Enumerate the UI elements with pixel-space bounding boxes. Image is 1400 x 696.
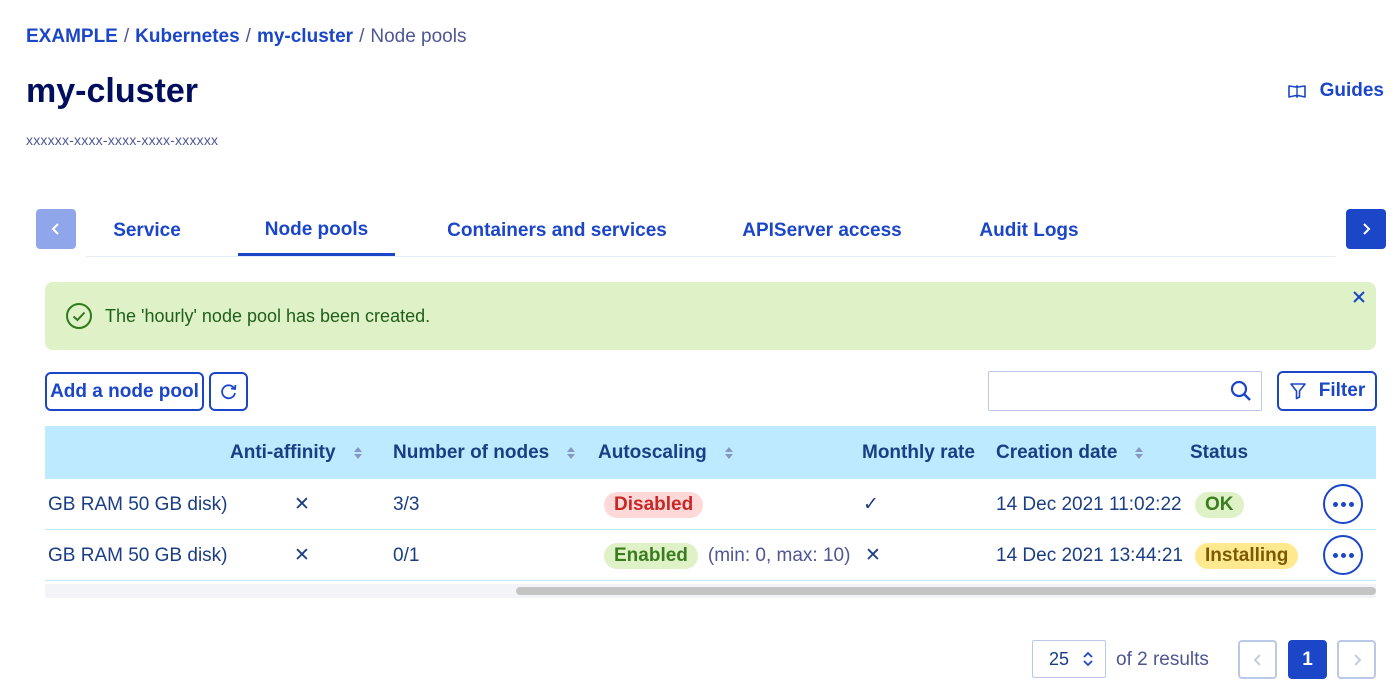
search-input[interactable] — [997, 372, 1217, 408]
table-header: Anti-affinity Number of nodes Autoscalin… — [45, 426, 1376, 479]
column-header-creation-date[interactable]: Creation date — [996, 426, 1144, 479]
column-header-autoscaling[interactable]: Autoscaling — [598, 426, 733, 479]
breadcrumb-separator: / — [359, 26, 365, 47]
cell-flavor: GB RAM 50 GB disk) — [48, 544, 228, 566]
cell-status: Installing — [1195, 530, 1299, 581]
chevron-left-icon — [51, 223, 59, 235]
column-header-status: Status — [1190, 426, 1248, 479]
scrollbar-thumb[interactable] — [516, 587, 1376, 595]
results-count: of 2 results — [1116, 649, 1209, 670]
cell-anti-affinity: ✕ — [294, 545, 310, 566]
success-alert: The 'hourly' node pool has been created. — [45, 282, 1376, 350]
autoscaling-badge: Enabled — [604, 542, 698, 569]
close-icon[interactable] — [1350, 288, 1368, 306]
cell-monthly-rate: ✕ — [865, 545, 881, 566]
cell-autoscaling: Enabled (min: 0, max: 10) — [604, 530, 850, 581]
guides-link[interactable]: Guides — [1287, 80, 1384, 102]
chevron-left-icon — [1253, 653, 1261, 666]
column-header-label: Number of nodes — [393, 441, 550, 463]
chevron-right-icon — [1363, 223, 1371, 235]
tab-containers-and-services[interactable]: Containers and services — [447, 220, 667, 241]
tabs-scroll-left-button[interactable] — [36, 209, 76, 249]
tab-apiserver-access[interactable]: APIServer access — [742, 220, 902, 241]
node-pools-table: Anti-affinity Number of nodes Autoscalin… — [45, 426, 1376, 600]
chevron-right-icon — [1353, 653, 1361, 666]
add-node-pool-button[interactable]: Add a node pool — [45, 372, 204, 411]
refresh-button[interactable] — [209, 372, 248, 411]
row-actions-button[interactable] — [1323, 484, 1363, 524]
refresh-icon — [220, 383, 236, 399]
tab-service[interactable]: Service — [113, 220, 181, 241]
page-size-value: 25 — [1049, 648, 1070, 669]
column-header-monthly-rate: Monthly rate — [862, 426, 975, 479]
cluster-id: xxxxxx-xxxx-xxxx-xxxx-xxxxxx — [26, 132, 219, 148]
book-icon — [1287, 85, 1306, 98]
cell-flavor: GB RAM 50 GB disk) — [48, 493, 228, 515]
next-page-button[interactable] — [1337, 640, 1376, 679]
sort-icon — [724, 446, 733, 459]
sort-icon — [353, 446, 362, 459]
filter-button[interactable]: Filter — [1277, 371, 1377, 411]
page-button-current[interactable]: 1 — [1288, 640, 1327, 679]
search-box — [988, 371, 1262, 411]
page-title: my-cluster — [26, 72, 198, 110]
table-row: GB RAM 50 GB disk) ✕ 3/3 Disabled ✓ 14 D… — [45, 479, 1376, 530]
breadcrumb-current: Node pools — [370, 26, 467, 47]
filter-icon — [1289, 383, 1306, 400]
breadcrumb-link-cluster[interactable]: my-cluster — [256, 26, 354, 47]
cell-status: OK — [1195, 479, 1244, 530]
filter-label: Filter — [1318, 380, 1366, 401]
autoscaling-range: (min: 0, max: 10) — [707, 544, 851, 566]
sort-icon — [1135, 446, 1144, 459]
more-icon — [1332, 552, 1338, 558]
breadcrumb-link-kubernetes[interactable]: Kubernetes — [135, 26, 240, 47]
row-actions-button[interactable] — [1323, 535, 1363, 575]
table-row: GB RAM 50 GB disk) ✕ 0/1 Enabled (min: 0… — [45, 530, 1376, 581]
tab-node-pools[interactable]: Node pools — [238, 206, 395, 256]
cell-autoscaling: Disabled — [604, 479, 704, 530]
column-header-number-of-nodes[interactable]: Number of nodes — [393, 426, 576, 479]
breadcrumb-separator: / — [245, 26, 251, 47]
alert-message: The 'hourly' node pool has been created. — [105, 305, 431, 326]
search-icon[interactable] — [1229, 379, 1253, 403]
guides-label: Guides — [1319, 80, 1384, 101]
check-circle-icon — [66, 303, 92, 329]
cell-nodes: 0/1 — [393, 544, 420, 566]
more-icon — [1332, 501, 1338, 507]
breadcrumb-separator: / — [123, 26, 130, 47]
column-header-label: Status — [1190, 441, 1249, 463]
tab-audit-logs[interactable]: Audit Logs — [979, 220, 1079, 241]
sort-icon — [567, 446, 576, 459]
column-header-label: Autoscaling — [598, 441, 707, 463]
column-header-label: Anti-affinity — [230, 441, 336, 463]
page-size-select[interactable]: 25 — [1032, 640, 1106, 678]
column-header-label: Creation date — [996, 441, 1118, 463]
cell-nodes: 3/3 — [393, 493, 420, 515]
tabs-scroll-right-button[interactable] — [1346, 209, 1386, 249]
cell-anti-affinity: ✕ — [294, 494, 310, 515]
cell-creation-date: 14 Dec 2021 13:44:21 — [996, 544, 1183, 566]
autoscaling-badge: Disabled — [604, 491, 704, 518]
cell-monthly-rate: ✓ — [863, 494, 879, 515]
status-badge: Installing — [1195, 542, 1299, 569]
horizontal-scrollbar[interactable] — [45, 584, 1376, 598]
status-badge: OK — [1195, 491, 1244, 518]
column-header-anti-affinity[interactable]: Anti-affinity — [230, 426, 362, 479]
tab-bar: Service Node pools Containers and servic… — [86, 206, 1336, 257]
chevron-up-down-icon — [1083, 651, 1093, 667]
breadcrumb-link-example[interactable]: EXAMPLE — [26, 26, 118, 47]
column-header-label: Monthly rate — [862, 441, 975, 463]
cell-creation-date: 14 Dec 2021 11:02:22 — [996, 493, 1182, 515]
breadcrumb: EXAMPLE / Kubernetes / my-cluster / Node… — [26, 26, 466, 48]
previous-page-button[interactable] — [1238, 640, 1277, 679]
